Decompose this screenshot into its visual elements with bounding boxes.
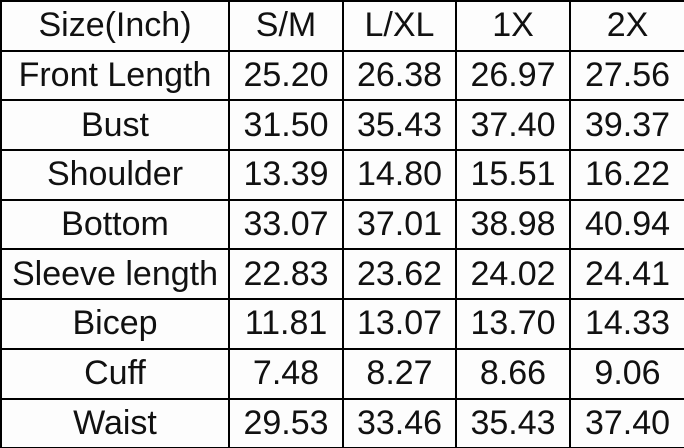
size-value: 24.02 <box>455 248 571 301</box>
size-value: 8.66 <box>455 347 571 400</box>
size-value: 33.07 <box>228 198 344 251</box>
table-row-bicep: Bicep 11.81 13.07 13.70 14.33 <box>0 298 684 350</box>
size-value: 22.83 <box>228 248 344 301</box>
row-label: Sleeve length <box>0 248 230 301</box>
row-label: Bust <box>0 99 230 152</box>
size-value: 35.43 <box>455 397 571 448</box>
header-size-sm: S/M <box>228 0 344 52</box>
size-value: 7.48 <box>228 347 344 400</box>
size-value: 8.27 <box>342 347 457 400</box>
size-value: 26.38 <box>342 49 457 102</box>
row-label: Shoulder <box>0 149 230 201</box>
size-value: 40.94 <box>569 198 684 251</box>
size-value: 37.01 <box>342 198 457 251</box>
table-row-sleeve-length: Sleeve length 22.83 23.62 24.02 24.41 <box>0 248 684 301</box>
size-value: 29.53 <box>228 397 344 448</box>
table-row-waist: Waist 29.53 33.46 35.43 37.40 <box>0 397 684 448</box>
row-label: Waist <box>0 397 230 448</box>
size-value: 13.70 <box>455 298 571 350</box>
row-label: Front Length <box>0 49 230 102</box>
table-row-cuff: Cuff 7.48 8.27 8.66 9.06 <box>0 347 684 400</box>
size-value: 33.46 <box>342 397 457 448</box>
size-value: 13.39 <box>228 149 344 201</box>
size-value: 13.07 <box>342 298 457 350</box>
table-header-row: Size(Inch) S/M L/XL 1X 2X <box>0 0 684 52</box>
size-value: 37.40 <box>569 397 684 448</box>
header-size-unit: Size(Inch) <box>0 0 230 52</box>
table-row-bottom: Bottom 33.07 37.01 38.98 40.94 <box>0 198 684 251</box>
header-size-1x: 1X <box>455 0 571 52</box>
header-size-lxl: L/XL <box>342 0 457 52</box>
size-value: 14.80 <box>342 149 457 201</box>
table-row-front-length: Front Length 25.20 26.38 26.97 27.56 <box>0 49 684 102</box>
row-label: Cuff <box>0 347 230 400</box>
size-value: 27.56 <box>569 49 684 102</box>
size-value: 24.41 <box>569 248 684 301</box>
size-value: 15.51 <box>455 149 571 201</box>
size-value: 9.06 <box>569 347 684 400</box>
size-value: 25.20 <box>228 49 344 102</box>
size-value: 23.62 <box>342 248 457 301</box>
size-value: 37.40 <box>455 99 571 152</box>
header-size-2x: 2X <box>569 0 684 52</box>
row-label: Bicep <box>0 298 230 350</box>
size-value: 16.22 <box>569 149 684 201</box>
table-row-shoulder: Shoulder 13.39 14.80 15.51 16.22 <box>0 149 684 201</box>
size-value: 35.43 <box>342 99 457 152</box>
size-value: 39.37 <box>569 99 684 152</box>
size-value: 31.50 <box>228 99 344 152</box>
size-value: 38.98 <box>455 198 571 251</box>
row-label: Bottom <box>0 198 230 251</box>
table-row-bust: Bust 31.50 35.43 37.40 39.37 <box>0 99 684 152</box>
size-value: 14.33 <box>569 298 684 350</box>
size-value: 11.81 <box>228 298 344 350</box>
size-value: 26.97 <box>455 49 571 102</box>
